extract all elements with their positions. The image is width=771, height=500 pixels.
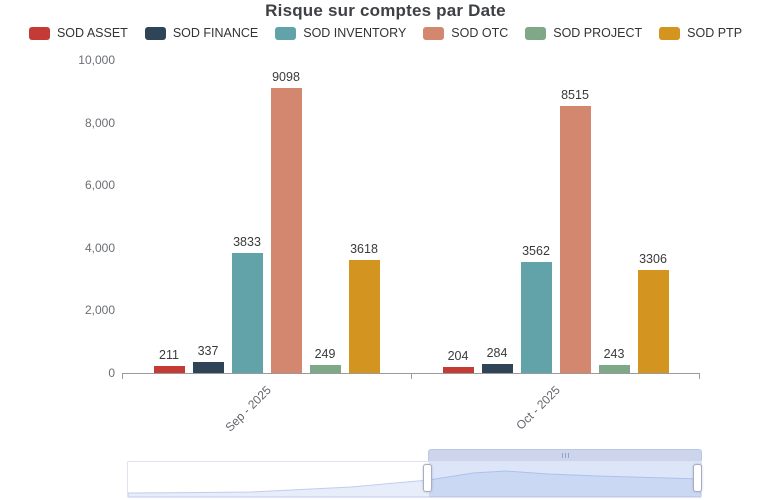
legend-label: SOD OTC xyxy=(451,26,509,40)
data-zoom-preview-area xyxy=(128,470,701,497)
bar-value-label: 284 xyxy=(486,346,508,361)
bar-sod-asset-oct-2025[interactable] xyxy=(442,366,474,373)
legend-label: SOD INVENTORY xyxy=(303,26,407,40)
bar-value-label: 9098 xyxy=(272,70,300,85)
bar-sod-finance-oct-2025[interactable] xyxy=(481,364,513,373)
y-axis-tick-label: 2,000 xyxy=(84,303,115,318)
bar-sod-asset-sep-2025[interactable] xyxy=(153,366,185,373)
bar-sod-inventory-sep-2025[interactable] xyxy=(231,253,263,373)
legend-item-sod-otc[interactable]: SOD OTC xyxy=(423,26,508,40)
data-zoom-track[interactable] xyxy=(127,461,702,498)
chart-title: Risque sur comptes par Date xyxy=(265,1,506,20)
x-axis-tick xyxy=(699,374,700,379)
y-axis-tick-label: 4,000 xyxy=(84,240,115,255)
bar-value-label: 337 xyxy=(197,344,219,359)
y-axis-tick-label: 0 xyxy=(108,366,115,380)
x-axis-tick xyxy=(410,374,412,379)
bar-value-label: 3833 xyxy=(233,235,261,250)
legend-item-sod-ptp[interactable]: SOD PTP xyxy=(659,26,742,40)
bar-value-label: 3618 xyxy=(350,241,378,256)
legend-swatch-icon xyxy=(28,26,50,40)
legend-swatch-icon xyxy=(144,26,166,40)
bar-value-label: 211 xyxy=(159,348,179,363)
bar-sod-otc-oct-2025[interactable] xyxy=(559,106,591,373)
legend-label: SOD PROJECT xyxy=(553,26,643,40)
legend-item-sod-project[interactable]: SOD PROJECT xyxy=(525,26,642,40)
legend-label: SOD ASSET xyxy=(56,26,128,40)
legend: SOD ASSET SOD FINANCE SOD INVENTORY SOD OTC… xyxy=(0,26,771,40)
data-zoom-selected-range[interactable] xyxy=(429,462,701,497)
legend-item-sod-inventory[interactable]: SOD INVENTORY xyxy=(275,26,406,40)
data-zoom-slider[interactable] xyxy=(127,449,702,498)
legend-item-sod-asset[interactable]: SOD ASSET xyxy=(28,26,128,40)
legend-swatch-icon xyxy=(423,26,445,40)
bar-sod-project-sep-2025[interactable] xyxy=(309,365,341,373)
bar-sod-inventory-oct-2025[interactable] xyxy=(520,261,552,373)
data-zoom-left-handle-icon[interactable] xyxy=(423,464,432,492)
bar-sod-ptp-sep-2025[interactable] xyxy=(348,259,380,373)
legend-label: SOD FINANCE xyxy=(172,26,259,40)
y-axis-tick-label: 8,000 xyxy=(84,115,115,130)
bar-value-label: 8515 xyxy=(561,88,589,103)
legend-label: SOD PTP xyxy=(687,26,743,40)
x-axis-line xyxy=(122,373,700,374)
bar-value-label: 249 xyxy=(314,347,336,362)
bar-value-label: 204 xyxy=(447,348,469,363)
bar-sod-finance-sep-2025[interactable] xyxy=(192,362,224,373)
y-axis-tick-label: 6,000 xyxy=(84,178,115,193)
data-zoom-right-handle-icon[interactable] xyxy=(693,464,702,492)
x-axis-tick xyxy=(122,374,123,379)
y-axis-tick-label: 10,000 xyxy=(78,53,115,67)
bar-sod-project-oct-2025[interactable] xyxy=(598,365,630,373)
legend-swatch-icon xyxy=(525,26,547,40)
bar-value-label: 3562 xyxy=(522,243,550,258)
legend-item-sod-finance[interactable]: SOD FINANCE xyxy=(144,26,259,40)
data-zoom-move-handle[interactable] xyxy=(428,449,702,461)
legend-swatch-icon xyxy=(275,26,297,40)
bar-value-label: 243 xyxy=(603,347,625,362)
bar-value-label: 3306 xyxy=(639,251,667,266)
bar-sod-otc-sep-2025[interactable] xyxy=(270,88,302,373)
legend-swatch-icon xyxy=(659,26,681,40)
grip-icon xyxy=(561,453,569,458)
bar-sod-ptp-oct-2025[interactable] xyxy=(637,269,669,373)
